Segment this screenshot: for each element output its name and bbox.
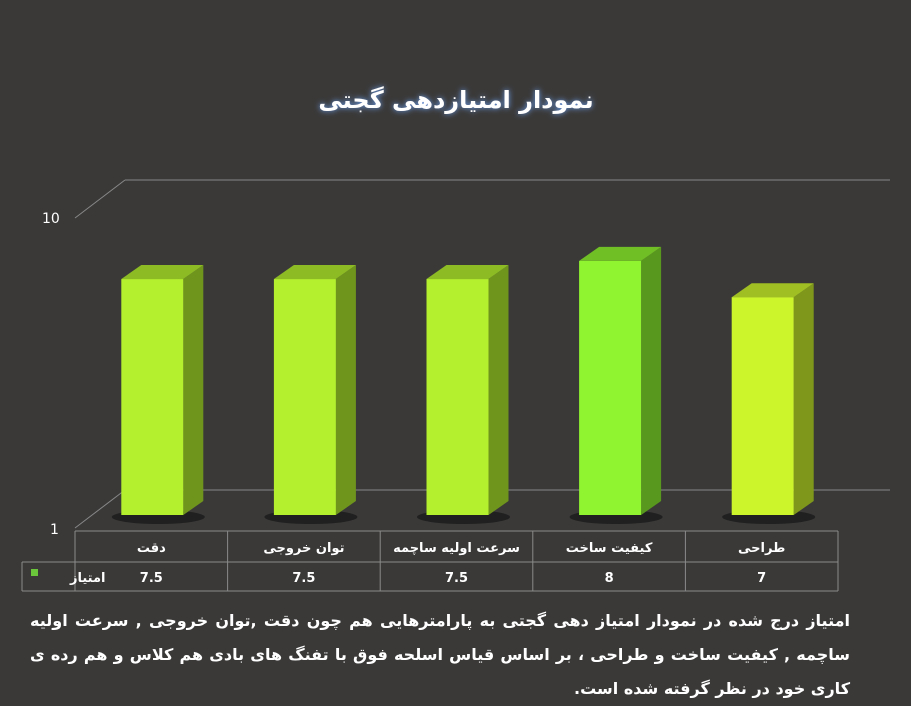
legend-swatch [31, 569, 38, 576]
y-tick-bottom: 1 [50, 522, 59, 538]
value-label-0: 7.5 [140, 571, 163, 586]
category-label-4: طراحی [738, 541, 785, 556]
category-label-2: سرعت اولیه ساچمه [393, 541, 520, 556]
bar-2 [417, 265, 510, 524]
gridline-top-depth [74, 179, 126, 219]
bar-top-face [121, 265, 204, 280]
bar-top-face [731, 283, 814, 298]
bar-front-face [426, 279, 489, 515]
score-chart: نمودار امتیازدهی گجتی 10 1 دقت 7.5 توان خر… [21, 86, 890, 592]
data-table: دقت 7.5 توان خروجی 7.5 سرعت اولیه ساچمه 7.5 کی… [137, 541, 786, 586]
value-label-3: 8 [605, 571, 614, 586]
floor-depth-line [74, 489, 126, 529]
legend-series-name: امتیاز [69, 571, 105, 586]
value-label-2: 7.5 [445, 571, 468, 586]
category-label-3: کیفیت ساخت [566, 541, 653, 556]
bar-front-face [731, 297, 794, 515]
bar-4 [722, 283, 816, 524]
bars-group [111, 246, 816, 524]
bar-1 [264, 265, 358, 524]
bar-top-face [273, 265, 356, 280]
value-label-4: 7 [757, 571, 766, 586]
bar-side-face [183, 265, 204, 515]
chart-title: نمودار امتیازدهی گجتی [318, 86, 593, 114]
data-table-grid [21, 530, 839, 592]
bar-front-face [579, 260, 642, 515]
bar-side-face [793, 283, 814, 515]
bar-front-face [121, 279, 184, 515]
bar-side-face [488, 265, 509, 515]
category-label-0: دقت [137, 541, 166, 556]
bar-3 [569, 246, 663, 524]
bar-side-face [641, 246, 662, 515]
bar-top-face [426, 265, 509, 280]
bar-0 [111, 265, 205, 524]
bar-top-face [579, 246, 662, 261]
bar-front-face [273, 279, 336, 515]
value-label-1: 7.5 [292, 571, 315, 586]
bar-side-face [335, 265, 356, 515]
category-label-1: توان خروجی [263, 541, 344, 556]
chart-caption: امتیاز درج شده در نمودار امتیاز دهی گجتی… [30, 611, 850, 698]
y-tick-top: 10 [42, 211, 60, 227]
